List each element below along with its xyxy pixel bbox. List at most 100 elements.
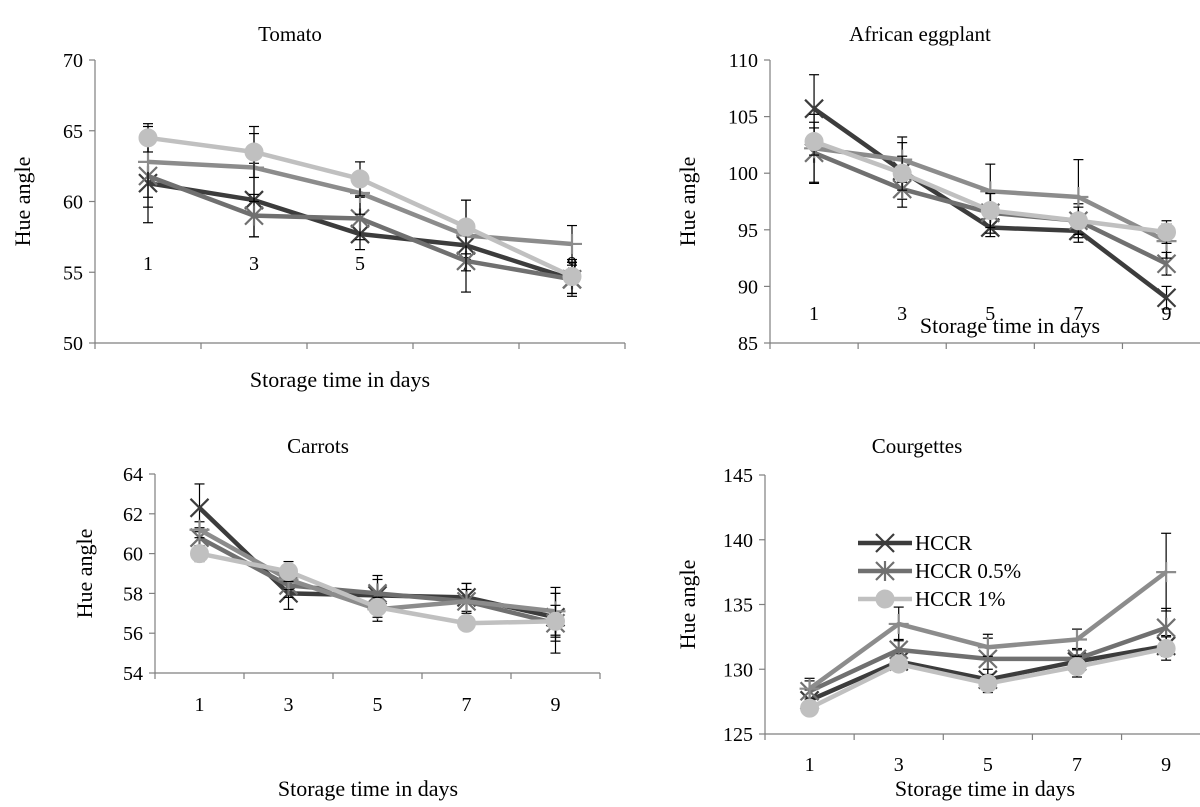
chart-title: African eggplant (849, 22, 991, 46)
data-point (189, 519, 210, 540)
data-point (888, 613, 909, 634)
y-tick-label: 55 (63, 262, 83, 284)
chart-title: Tomato (258, 22, 322, 46)
data-point (978, 673, 998, 693)
legend-item: HCCR 1% (858, 587, 1005, 611)
data-point (189, 498, 210, 518)
y-tick-label: 54 (123, 663, 143, 685)
data-point (456, 591, 477, 612)
x-tick-label: 7 (1073, 303, 1083, 325)
x-tick-label: 1 (143, 253, 153, 275)
data-point (1156, 639, 1176, 659)
legend-label: HCCR 0.5% (915, 559, 1021, 583)
y-tick-label: 70 (63, 50, 83, 72)
legend: HCCR HCCR 0.5% HCCR 1% (858, 531, 1021, 611)
x-tick-label: 7 (462, 694, 472, 716)
data-point (1068, 211, 1088, 231)
data-point (1068, 186, 1089, 207)
series-3 (138, 123, 582, 295)
y-tick-label: 105 (728, 107, 758, 129)
x-tick-label: 1 (809, 303, 819, 325)
y-tick-label: 64 (123, 464, 143, 486)
chart-title: Carrots (287, 434, 349, 458)
series-1 (189, 527, 566, 654)
x-tick-label: 9 (1161, 754, 1171, 776)
y-tick-label: 125 (723, 724, 753, 746)
y-tick-label: 110 (729, 50, 758, 72)
data-point (350, 169, 370, 189)
data-point (1157, 222, 1177, 242)
data-point (368, 597, 387, 617)
y-tick-label: 60 (63, 192, 83, 214)
x-axis-title: Storage time in days (920, 313, 1100, 338)
data-point (892, 163, 912, 183)
y-tick-label: 140 (723, 530, 753, 552)
data-point (1156, 287, 1177, 308)
data-point (1156, 562, 1177, 583)
y-tick-label: 130 (723, 659, 753, 681)
x-tick-label: 3 (249, 253, 259, 275)
y-tick-label: 56 (123, 623, 143, 645)
x-tick-label: 5 (373, 694, 383, 716)
x-tick-label: 3 (897, 303, 907, 325)
data-point (562, 233, 582, 254)
series-3 (190, 544, 565, 638)
y-axis-title: Hue angle (675, 157, 700, 247)
x-tick-label: 3 (894, 754, 904, 776)
data-point (1066, 629, 1087, 650)
data-point (804, 132, 824, 152)
x-tick-label: 1 (195, 694, 205, 716)
x-tick-label: 9 (1162, 303, 1172, 325)
y-tick-label: 50 (63, 333, 83, 355)
x-tick-label: 5 (985, 303, 995, 325)
legend-marker (875, 561, 895, 581)
data-point (889, 654, 909, 674)
x-tick-label: 9 (551, 694, 561, 716)
y-axis-title: Hue angle (10, 157, 35, 247)
x-tick-label: 7 (1072, 754, 1082, 776)
y-tick-label: 60 (123, 544, 143, 566)
legend-marker (875, 589, 895, 609)
data-point (279, 562, 298, 582)
data-point (138, 128, 158, 148)
data-point (562, 266, 582, 286)
x-axis-title: Storage time in days (895, 776, 1075, 801)
x-tick-label: 1 (805, 754, 815, 776)
y-tick-label: 95 (738, 220, 758, 242)
y-tick-label: 58 (123, 583, 143, 605)
data-point (546, 611, 565, 631)
chart-carrots: Carrots 54 56 58 60 62 64 1 3 5 7 9 Storage time in … (72, 434, 601, 801)
data-point (244, 205, 264, 226)
y-tick-label: 62 (123, 504, 143, 526)
data-point (980, 201, 1000, 221)
x-tick-label: 5 (983, 754, 993, 776)
data-point (977, 637, 998, 658)
data-point (244, 142, 264, 162)
data-point (804, 98, 824, 119)
data-point (799, 678, 820, 699)
y-tick-label: 135 (723, 595, 753, 617)
y-tick-label: 90 (738, 276, 758, 298)
data-point (138, 151, 158, 172)
chart-african-eggplant: African eggplant 85 90 95 100 105 110 1 3 5 7 9 Stor… (675, 22, 1200, 355)
series-2 (799, 532, 1177, 700)
series-3 (800, 636, 1176, 718)
data-point (457, 613, 476, 633)
legend-item: HCCR 0.5% (858, 559, 1021, 583)
y-tick-label: 85 (738, 333, 758, 355)
data-point (456, 217, 476, 237)
legend-label: HCCR (915, 531, 972, 555)
data-point (190, 544, 209, 564)
x-axis-title: Storage time in days (278, 776, 458, 801)
y-tick-label: 145 (723, 465, 753, 487)
legend-item: HCCR (858, 531, 972, 555)
y-tick-label: 100 (728, 163, 758, 185)
legend-label: HCCR 1% (915, 587, 1005, 611)
data-point (1067, 657, 1087, 677)
x-axis-title: Storage time in days (250, 367, 430, 392)
y-axis-title: Hue angle (72, 529, 97, 619)
chart-title: Courgettes (872, 434, 963, 458)
